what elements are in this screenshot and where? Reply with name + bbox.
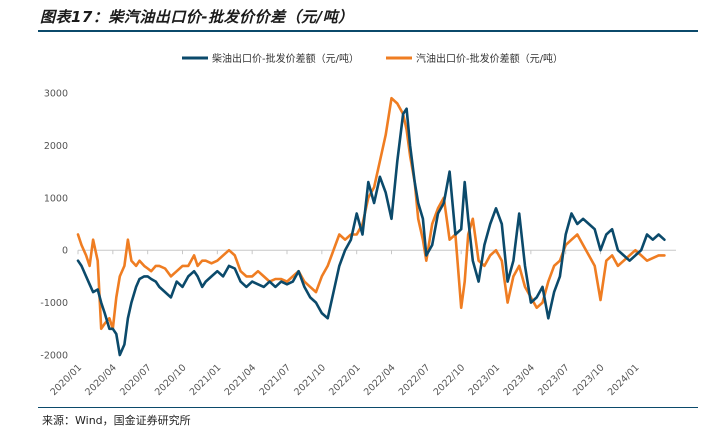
y-tick-label: 2000: [44, 141, 68, 152]
y-tick-label: 1000: [44, 193, 68, 204]
x-tick-label: 2021/10: [292, 362, 328, 398]
x-tick-label: 2021/07: [257, 362, 293, 398]
y-tick-label: 3000: [44, 89, 68, 100]
y-axis: 3000 2000 1000 0 -1000 -2000: [40, 89, 68, 362]
x-tick-label: 2020/07: [118, 362, 154, 398]
x-tick-label: 2022/10: [432, 362, 468, 398]
x-tick-label: 2023/04: [501, 362, 537, 398]
y-tick-label: -1000: [40, 298, 68, 309]
x-tick-label: 2021/01: [188, 362, 224, 398]
x-tick-label: 2020/04: [83, 362, 119, 398]
series-line-diesel: [76, 107, 666, 357]
source-note: 来源：Wind，国金证券研究所: [42, 414, 191, 427]
x-tick-label: 2023/07: [536, 362, 572, 398]
y-tick-label: -2000: [40, 351, 68, 362]
x-tick-label: 2021/04: [223, 362, 259, 398]
x-tick-label: 2024/01: [606, 362, 642, 398]
legend-label-diesel: 柴油出口价-批发价差额（元/吨）: [212, 52, 359, 65]
series-line-gasoline: [76, 96, 666, 331]
x-tick-label: 2022/04: [362, 362, 398, 398]
x-tick-label: 2023/10: [571, 362, 607, 398]
legend-label-gasoline: 汽油出口价-批发价差额（元/吨）: [416, 52, 563, 65]
x-tick-label: 2020/01: [48, 362, 84, 398]
title-rule: [38, 30, 698, 32]
x-tick-label: 2023/01: [466, 362, 502, 398]
x-tick-label: 2022/07: [397, 362, 433, 398]
x-tick-label: 2020/10: [153, 362, 189, 398]
x-axis: 2020/01 2020/04 2020/07 2020/10 2021/01 2021/…: [48, 249, 676, 398]
x-tick-label: 2022/01: [327, 362, 363, 398]
plot-lines: [76, 96, 666, 357]
y-tick-label: 0: [62, 246, 68, 257]
source-rule: [38, 407, 698, 408]
chart-title: 图表17：柴汽油出口价-批发价价差（元/吨）: [40, 8, 354, 26]
legend: 柴油出口价-批发价差额（元/吨） 汽油出口价-批发价差额（元/吨）: [182, 52, 563, 65]
